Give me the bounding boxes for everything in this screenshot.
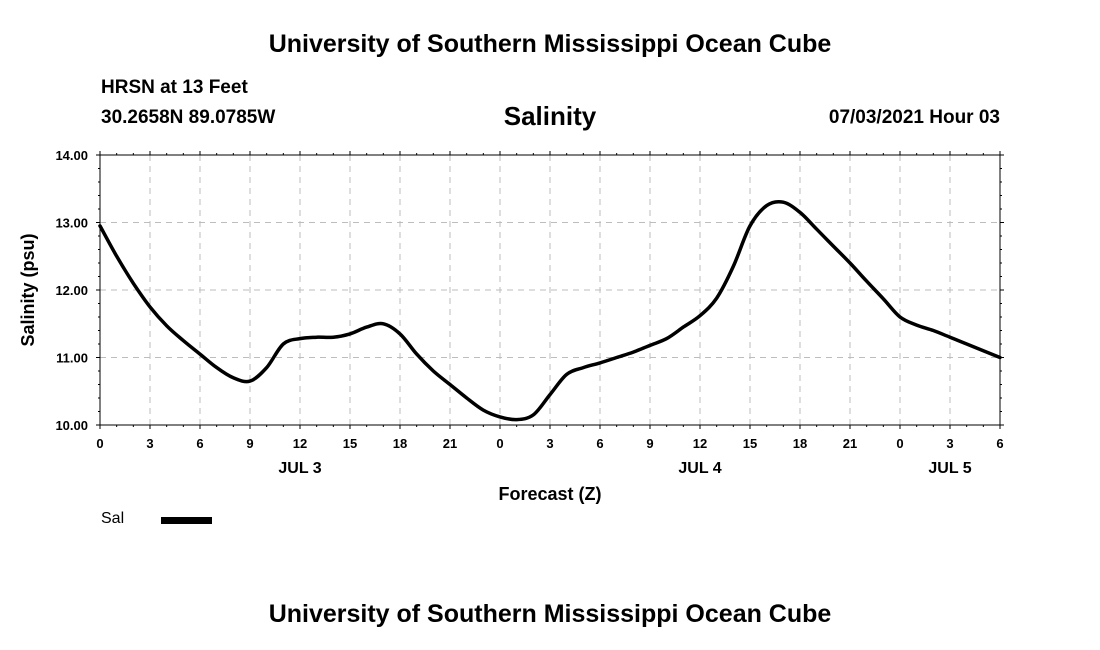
x-tick-label: 3	[546, 436, 553, 451]
x-tick-label: 15	[343, 436, 357, 451]
plot-frame	[99, 154, 1001, 426]
x-tick-label: 9	[646, 436, 653, 451]
y-tick-label: 13.00	[55, 216, 88, 231]
x-tick-label: 9	[246, 436, 253, 451]
x-tick-label: 3	[946, 436, 953, 451]
x-tick-label: 0	[96, 436, 103, 451]
x-tick-label: 15	[743, 436, 757, 451]
axes	[96, 151, 1004, 429]
x-tick-label: 12	[693, 436, 707, 451]
y-axis-label: Salinity (psu)	[18, 233, 38, 346]
x-axis-label: Forecast (Z)	[498, 484, 601, 504]
y-tick-label: 14.00	[55, 148, 88, 163]
grid-lines	[100, 155, 1000, 425]
x-tick-label: 0	[896, 436, 903, 451]
y-tick-label: 12.00	[55, 283, 88, 298]
x-tick-label: 18	[393, 436, 407, 451]
page-title: University of Southern Mississippi Ocean…	[268, 30, 832, 58]
chart-title: Salinity	[503, 101, 597, 131]
axis-labels: 10.00 11.00 12.00 13.00 14.00 0 3 6 9 12 15 18 21 0 3 6…	[18, 148, 1004, 504]
series-line-sal	[98, 199, 1002, 422]
forecast-datetime: 07/03/2021 Hour 03	[828, 107, 1000, 128]
day-label: JUL 3	[278, 460, 321, 477]
x-tick-label: 3	[146, 436, 153, 451]
x-tick-label: 6	[596, 436, 603, 451]
series-layer	[98, 199, 1002, 422]
x-tick-label: 12	[293, 436, 307, 451]
x-tick-label: 0	[496, 436, 503, 451]
station-coordinates: 30.2658N 89.0785W	[101, 107, 276, 128]
x-tick-label: 21	[843, 436, 857, 451]
station-label: HRSN at 13 Feet	[101, 77, 248, 98]
x-tick-label: 18	[793, 436, 807, 451]
x-tick-label: 6	[196, 436, 203, 451]
y-tick-label: 10.00	[55, 418, 88, 433]
footer-title: University of Southern Mississippi Ocean…	[268, 600, 832, 628]
y-tick-label: 11.00	[56, 351, 88, 366]
legend-swatch	[161, 517, 212, 524]
legend-label: Sal	[101, 510, 125, 527]
day-label: JUL 5	[928, 460, 971, 477]
x-tick-label: 6	[996, 436, 1003, 451]
day-label: JUL 4	[678, 460, 721, 477]
x-tick-label: 21	[443, 436, 457, 451]
